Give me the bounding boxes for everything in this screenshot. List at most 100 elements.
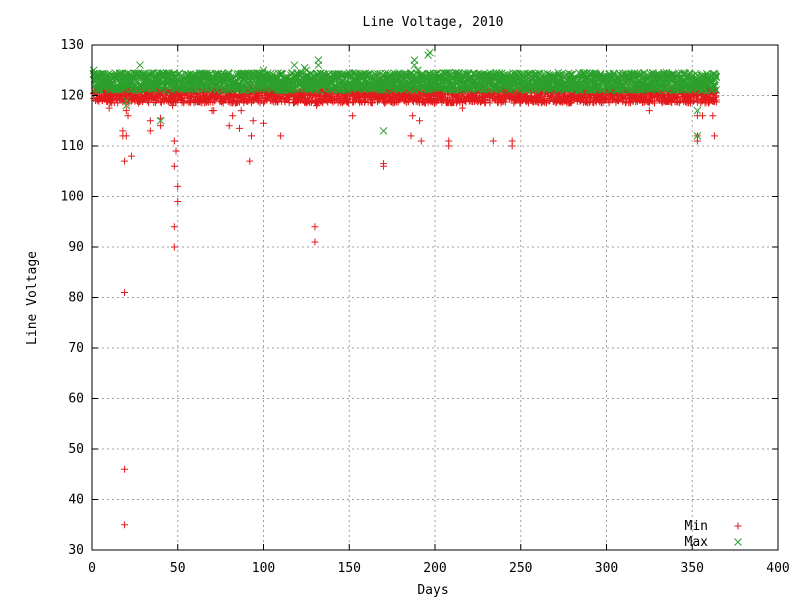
point-min bbox=[174, 96, 182, 104]
point-min bbox=[277, 132, 285, 140]
point-max bbox=[693, 132, 702, 140]
point-min bbox=[119, 127, 127, 135]
point-min bbox=[416, 117, 424, 125]
legend-marker-max bbox=[734, 538, 742, 546]
series-min bbox=[90, 84, 720, 529]
point-min bbox=[170, 243, 178, 251]
point-min bbox=[121, 157, 129, 165]
y-tick-label: 60 bbox=[68, 392, 84, 407]
point-min bbox=[186, 97, 194, 105]
point-max bbox=[554, 68, 563, 77]
point-max bbox=[711, 75, 720, 84]
point-min bbox=[311, 223, 319, 231]
point-max bbox=[455, 69, 463, 78]
point-min bbox=[146, 117, 154, 125]
y-tick-label: 130 bbox=[61, 38, 84, 53]
point-min bbox=[645, 107, 653, 115]
point-max bbox=[712, 85, 721, 94]
point-min bbox=[673, 94, 681, 102]
point-max bbox=[410, 61, 419, 70]
x-tick-label: 150 bbox=[338, 561, 361, 576]
point-min bbox=[350, 98, 358, 106]
point-min bbox=[225, 122, 233, 130]
point-min bbox=[210, 107, 218, 115]
point-max bbox=[136, 61, 144, 70]
point-max bbox=[712, 72, 721, 81]
point-min bbox=[146, 127, 154, 135]
point-min bbox=[122, 107, 130, 115]
point-max bbox=[302, 66, 311, 75]
x-axis-label: Days bbox=[417, 583, 448, 598]
point-min bbox=[273, 98, 281, 106]
point-min bbox=[711, 132, 719, 140]
point-max bbox=[426, 48, 434, 57]
x-tick-label: 300 bbox=[595, 561, 618, 576]
point-max bbox=[89, 66, 98, 75]
y-tick-label: 110 bbox=[61, 139, 84, 154]
y-tick-label: 30 bbox=[68, 543, 84, 558]
point-min bbox=[246, 157, 254, 165]
point-min bbox=[172, 147, 180, 155]
point-min bbox=[127, 152, 135, 160]
point-max bbox=[693, 106, 702, 115]
point-min bbox=[249, 117, 257, 125]
point-max bbox=[314, 56, 323, 65]
point-min bbox=[105, 104, 113, 112]
point-min bbox=[458, 104, 466, 112]
point-max bbox=[662, 68, 671, 77]
x-tick-label: 0 bbox=[88, 561, 96, 576]
point-min bbox=[605, 98, 613, 106]
data-points bbox=[89, 48, 721, 529]
point-min bbox=[501, 98, 509, 106]
point-min bbox=[254, 97, 262, 105]
y-tick-label: 40 bbox=[68, 493, 84, 508]
point-max bbox=[259, 66, 268, 75]
point-min bbox=[174, 182, 182, 190]
tick-labels: 30 40 50 60 70 80 90 100 110 120 130 0 50 100 150 200 25… bbox=[61, 38, 790, 576]
point-min bbox=[121, 288, 129, 296]
point-min bbox=[477, 97, 485, 105]
point-min bbox=[508, 137, 516, 145]
point-min bbox=[169, 102, 177, 110]
y-tick-label: 90 bbox=[68, 240, 84, 255]
y-tick-label: 70 bbox=[68, 341, 84, 356]
point-min bbox=[407, 132, 415, 140]
point-min bbox=[699, 112, 707, 120]
point-min bbox=[174, 198, 182, 206]
point-min bbox=[157, 122, 165, 130]
point-min bbox=[311, 238, 319, 246]
point-min bbox=[170, 223, 178, 231]
point-min bbox=[380, 160, 388, 168]
point-min bbox=[121, 521, 129, 529]
point-min bbox=[235, 124, 243, 132]
point-min bbox=[122, 132, 130, 140]
point-min bbox=[286, 93, 294, 101]
point-min bbox=[711, 97, 719, 105]
point-min bbox=[445, 137, 453, 145]
point-max bbox=[290, 61, 299, 70]
point-max bbox=[180, 85, 189, 93]
point-min bbox=[229, 112, 237, 120]
chart-title: Line Voltage, 2010 bbox=[363, 15, 504, 30]
x-tick-label: 250 bbox=[509, 561, 532, 576]
point-min bbox=[209, 99, 217, 107]
y-tick-label: 50 bbox=[68, 442, 84, 457]
legend-marker-min bbox=[734, 522, 742, 530]
point-min bbox=[121, 465, 129, 473]
point-min bbox=[386, 90, 394, 98]
point-min bbox=[417, 137, 425, 145]
point-max bbox=[566, 70, 575, 79]
point-min bbox=[568, 97, 576, 105]
point-min bbox=[124, 112, 132, 120]
x-tick-label: 50 bbox=[170, 561, 186, 576]
point-min bbox=[709, 112, 717, 120]
x-tick-label: 400 bbox=[766, 561, 789, 576]
point-max bbox=[379, 126, 388, 135]
axis-ticks bbox=[91, 44, 779, 551]
point-min bbox=[489, 137, 497, 145]
point-min bbox=[311, 91, 319, 99]
point-min bbox=[170, 162, 178, 170]
series-max bbox=[89, 48, 721, 140]
